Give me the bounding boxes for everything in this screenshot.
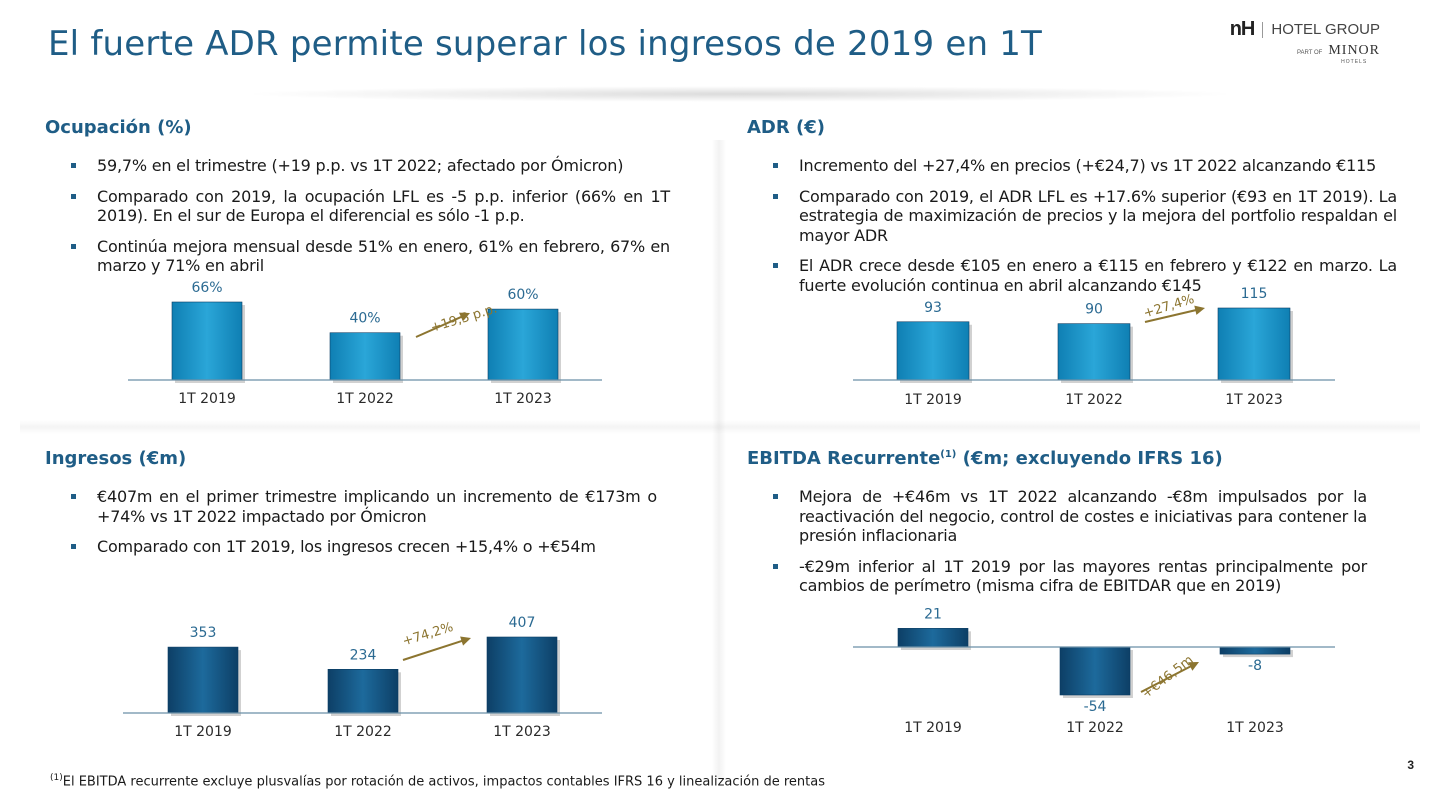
- bullet-item: €407m en el primer trimestre implicando …: [45, 487, 657, 526]
- growth-arrow: [1140, 664, 1194, 693]
- category-label: 1T 2023: [1226, 720, 1284, 736]
- bar: [487, 308, 559, 381]
- bullet-item: Comparado con 2019, la ocupación LFL es …: [45, 187, 670, 226]
- bullet-item: Comparado con 2019, el ADR LFL es +17.6%…: [747, 187, 1397, 246]
- bar: [167, 646, 239, 714]
- ocupacion-bullets: 59,7% en el trimestre (+19 p.p. vs 1T 20…: [45, 156, 670, 276]
- quadrant-adr: ADR (€) Incremento del +27,4% en precios…: [747, 117, 1397, 306]
- logo-hotels: HOTELS: [1341, 59, 1368, 65]
- bar: [171, 301, 243, 381]
- header-shadow: [240, 86, 1240, 102]
- ebitda-heading-main: EBITDA Recurrente: [747, 448, 941, 469]
- nh-hotel-group-logo: nH HOTEL GROUP PART OF MINOR HOTELS: [1230, 18, 1380, 65]
- category-label: 1T 2023: [493, 724, 551, 740]
- vertical-divider: [712, 140, 726, 780]
- growth-arrow-head: [1194, 305, 1205, 315]
- value-label: 90: [1085, 302, 1103, 318]
- growth-arrow-head: [459, 312, 470, 322]
- bullet-item: Comparado con 1T 2019, los ingresos crec…: [45, 537, 657, 557]
- category-label: 1T 2022: [1066, 720, 1124, 736]
- bar: [486, 636, 558, 714]
- growth-arrow-head: [460, 636, 471, 646]
- category-label: 1T 2019: [178, 391, 236, 407]
- category-label: 1T 2019: [904, 392, 962, 408]
- bullet-item: Mejora de +€46m vs 1T 2022 alcanzando -€…: [747, 487, 1367, 546]
- bullet-item: Incremento del +27,4% en precios (+€24,7…: [747, 156, 1397, 176]
- adr-heading: ADR (€): [747, 117, 825, 138]
- footnote: (1)El EBITDA recurrente excluye plusvalí…: [50, 773, 825, 789]
- value-label: 115: [1241, 286, 1268, 302]
- logo-group-text: HOTEL GROUP: [1271, 21, 1380, 38]
- value-label: 40%: [349, 311, 380, 327]
- ingresos-bullets: €407m en el primer trimestre implicando …: [45, 487, 657, 557]
- ocupacion-heading: Ocupación (%): [45, 117, 192, 138]
- value-label: 234: [350, 647, 377, 663]
- ebitda-heading-rest: (€m; excluyendo IFRS 16): [956, 448, 1223, 469]
- value-label: 407: [509, 615, 536, 631]
- bar: [896, 321, 970, 381]
- category-label: 1T 2022: [336, 391, 394, 407]
- category-label: 1T 2022: [1065, 392, 1123, 408]
- bar: [1057, 323, 1131, 381]
- growth-arrow: [1144, 308, 1200, 323]
- growth-annotation: +€46,5m: [1139, 653, 1196, 702]
- page-number: 3: [1407, 758, 1414, 772]
- category-label: 1T 2023: [494, 391, 552, 407]
- bar: [327, 669, 399, 714]
- ebitda-bullets: Mejora de +€46m vs 1T 2022 alcanzando -€…: [747, 487, 1367, 596]
- horizontal-divider: [20, 420, 1420, 434]
- value-label: -8: [1248, 658, 1262, 674]
- logo-brand: nH: [1229, 18, 1256, 40]
- adr-bullets: Incremento del +27,4% en precios (+€24,7…: [747, 156, 1397, 295]
- category-label: 1T 2022: [334, 724, 392, 740]
- footnote-marker: (1): [50, 773, 63, 783]
- growth-arrow: [415, 314, 465, 338]
- logo-separator: [1262, 21, 1264, 38]
- logo-minor: MINOR: [1328, 43, 1380, 58]
- bullet-item: 59,7% en el trimestre (+19 p.p. vs 1T 20…: [45, 156, 670, 176]
- growth-arrow-head: [1188, 662, 1199, 671]
- value-label: 60%: [507, 287, 538, 303]
- value-label: -54: [1084, 699, 1107, 715]
- footnote-text: El EBITDA recurrente excluye plusvalías …: [62, 774, 825, 790]
- value-label: 353: [190, 625, 217, 641]
- ebitda-heading: EBITDA Recurrente(1) (€m; excluyendo IFR…: [747, 448, 1367, 469]
- quadrant-ebitda: EBITDA Recurrente(1) (€m; excluyendo IFR…: [747, 448, 1367, 607]
- value-label: 66%: [191, 280, 222, 296]
- page-title: El fuerte ADR permite superar los ingres…: [48, 24, 1042, 64]
- ebitda-heading-footnote-ref: (1): [940, 449, 957, 460]
- bar: [1217, 307, 1291, 381]
- bullet-item: El ADR crece desde €105 en enero a €115 …: [747, 256, 1397, 295]
- bar: [329, 332, 401, 381]
- bullet-item: Continúa mejora mensual desde 51% en ene…: [45, 237, 670, 276]
- category-label: 1T 2019: [904, 720, 962, 736]
- growth-arrow: [402, 638, 466, 661]
- bar: [897, 628, 969, 648]
- value-label: 21: [924, 606, 942, 622]
- category-label: 1T 2023: [1225, 392, 1283, 408]
- quadrant-ocupacion: Ocupación (%) 59,7% en el trimestre (+19…: [45, 117, 670, 287]
- ingresos-heading: Ingresos (€m): [45, 448, 187, 469]
- bar: [1059, 646, 1131, 696]
- category-label: 1T 2019: [174, 724, 232, 740]
- ebitda-chart: 21 1T 2019 -54 1T 2022 -8 1T 2023 +€46,5m: [853, 606, 1335, 736]
- value-label: 93: [924, 300, 942, 316]
- bullet-item: -€29m inferior al 1T 2019 por las mayore…: [747, 557, 1367, 596]
- quadrant-ingresos: Ingresos (€m) €407m en el primer trimest…: [45, 448, 657, 568]
- bar: [1219, 646, 1291, 655]
- logo-part-of: PART OF: [1296, 50, 1323, 56]
